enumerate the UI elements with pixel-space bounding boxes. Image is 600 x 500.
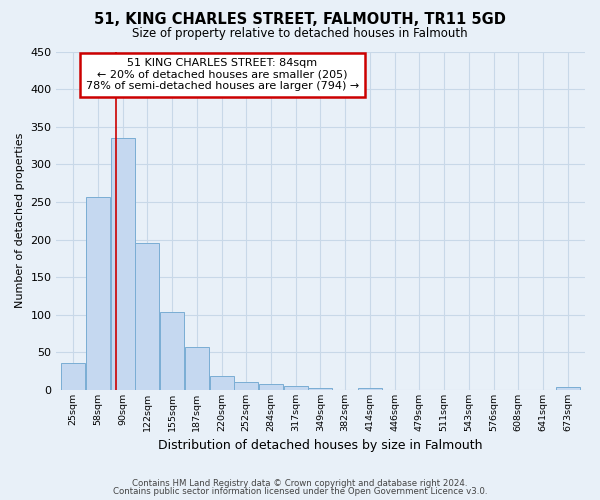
Y-axis label: Number of detached properties: Number of detached properties	[15, 133, 25, 308]
Bar	[358, 388, 382, 390]
Text: Contains public sector information licensed under the Open Government Licence v3: Contains public sector information licen…	[113, 487, 487, 496]
Text: Contains HM Land Registry data © Crown copyright and database right 2024.: Contains HM Land Registry data © Crown c…	[132, 478, 468, 488]
Text: Size of property relative to detached houses in Falmouth: Size of property relative to detached ho…	[132, 28, 468, 40]
Text: 51 KING CHARLES STREET: 84sqm
← 20% of detached houses are smaller (205)
78% of : 51 KING CHARLES STREET: 84sqm ← 20% of d…	[86, 58, 359, 92]
Bar	[110, 138, 134, 390]
Bar	[259, 384, 283, 390]
X-axis label: Distribution of detached houses by size in Falmouth: Distribution of detached houses by size …	[158, 440, 482, 452]
Bar	[136, 242, 160, 390]
Bar	[160, 312, 184, 390]
Bar	[284, 386, 308, 390]
Bar	[308, 388, 332, 390]
Bar	[61, 363, 85, 390]
Bar	[234, 382, 258, 390]
Bar	[86, 196, 110, 390]
Bar	[185, 347, 209, 390]
Bar	[556, 387, 580, 390]
Bar	[209, 376, 233, 390]
Text: 51, KING CHARLES STREET, FALMOUTH, TR11 5GD: 51, KING CHARLES STREET, FALMOUTH, TR11 …	[94, 12, 506, 28]
